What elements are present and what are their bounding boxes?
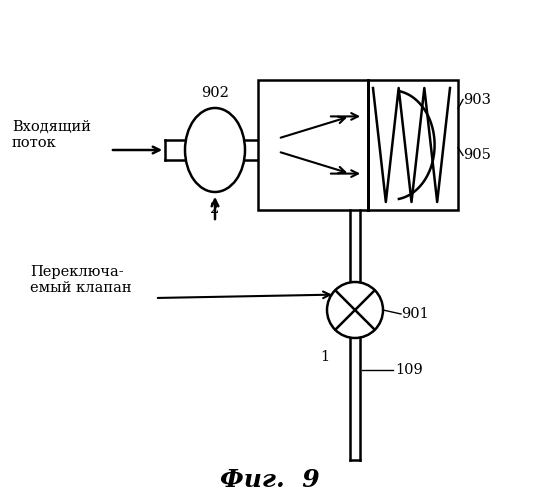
Circle shape [327,282,383,338]
Text: Фиг.  9: Фиг. 9 [220,468,320,492]
Bar [258,80,458,210]
Text: 903: 903 [463,92,491,106]
Text: 902: 902 [201,86,229,100]
Ellipse shape [185,108,245,192]
Text: Переключа-
емый клапан: Переключа- емый клапан [30,265,132,295]
Text: Входящий
поток: Входящий поток [12,120,91,150]
Text: 2: 2 [210,202,220,216]
Text: 901: 901 [401,307,429,321]
Text: 109: 109 [395,363,423,377]
Text: 1: 1 [321,350,330,364]
Text: 905: 905 [463,148,491,162]
